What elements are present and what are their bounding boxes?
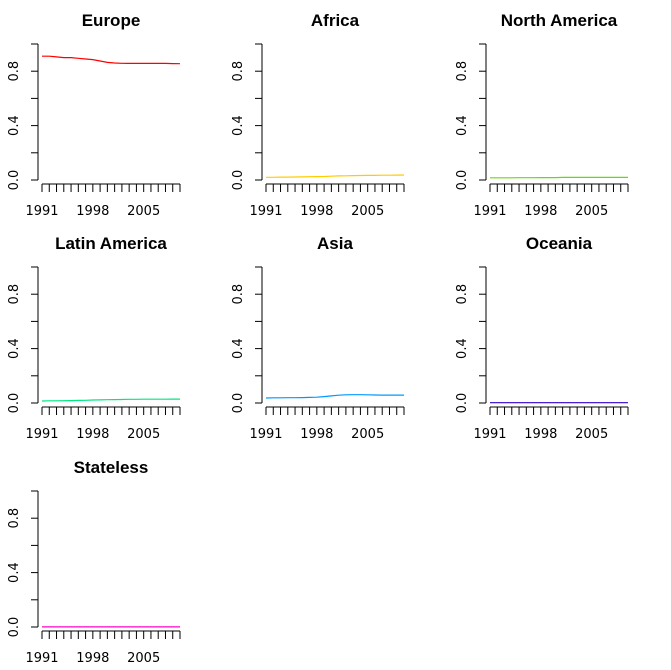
x-tick-label: 1991	[249, 204, 282, 219]
x-tick-label: 1998	[524, 427, 557, 442]
y-tick-label: 0.4	[7, 338, 22, 359]
y-tick-label: 0.0	[231, 170, 246, 191]
y-tick-label: 0.8	[7, 508, 22, 529]
panel-title: Stateless	[74, 458, 149, 477]
y-tick-label: 0.4	[7, 115, 22, 136]
y-tick-label: 0.0	[231, 393, 246, 414]
y-tick-label: 0.8	[455, 61, 470, 82]
x-tick-label: 1991	[473, 204, 506, 219]
panel-title: North America	[501, 11, 618, 30]
x-tick-label: 2005	[351, 204, 384, 219]
x-tick-label: 1998	[524, 204, 557, 219]
x-tick-label: 1991	[25, 204, 58, 219]
y-tick-label: 0.8	[231, 284, 246, 305]
panel-oceania: Oceania 0.0 0.4 0.8 1991 1998 2005	[455, 234, 629, 442]
panel-africa: Africa 0.0 0.4 0.8 1991 1998 2005	[231, 11, 405, 219]
series-line-africa	[266, 174, 405, 178]
panel-north-america: North America 0.0 0.4 0.8 1991 1998 2005	[455, 11, 629, 219]
x-tick-label: 1991	[25, 651, 58, 666]
x-tick-label: 1991	[249, 427, 282, 442]
series-line-latin-america	[41, 398, 180, 402]
y-tick-label: 0.0	[7, 170, 22, 191]
x-tick-label: 1991	[25, 427, 58, 442]
panel-title: Latin America	[55, 234, 167, 253]
x-tick-label: 2005	[575, 427, 608, 442]
x-tick-label: 2005	[127, 651, 160, 666]
panel-title: Oceania	[526, 234, 593, 253]
y-tick-label: 0.8	[455, 284, 470, 305]
y-tick-label: 0.0	[455, 170, 470, 191]
panel-title: Africa	[311, 11, 360, 30]
y-tick-label: 0.0	[7, 393, 22, 414]
x-tick-label: 1998	[76, 204, 109, 219]
y-tick-label: 0.4	[455, 115, 470, 136]
x-tick-label: 2005	[127, 427, 160, 442]
panel-europe: Europe 0.0 0.4 0.8 1991 1998 2005	[7, 11, 181, 219]
panel-latin-america: Latin America 0.0 0.4 0.8 1991 1998 2005	[7, 234, 181, 442]
x-tick-label: 2005	[575, 204, 608, 219]
y-tick-label: 0.8	[7, 284, 22, 305]
x-tick-label: 1991	[473, 427, 506, 442]
x-tick-label: 1998	[76, 651, 109, 666]
x-tick-label: 1998	[76, 427, 109, 442]
panel-asia: Asia 0.0 0.4 0.8 1991 1998 2005	[231, 234, 405, 442]
series-line-europe	[42, 55, 181, 65]
x-tick-label: 1998	[300, 204, 333, 219]
y-tick-label: 0.0	[455, 393, 470, 414]
panel-title: Europe	[82, 11, 141, 30]
y-tick-label: 0.4	[7, 562, 22, 583]
y-tick-label: 0.4	[231, 115, 246, 136]
y-tick-label: 0.8	[7, 61, 22, 82]
y-tick-label: 0.4	[231, 338, 246, 359]
y-tick-label: 0.4	[455, 338, 470, 359]
x-tick-label: 1998	[300, 427, 333, 442]
y-tick-label: 0.0	[7, 617, 22, 638]
panel-title: Asia	[317, 234, 353, 253]
series-line-asia	[265, 394, 404, 399]
panel-stateless: Stateless 0.0 0.4 0.8 1991 1998 2005	[7, 458, 181, 666]
x-tick-label: 2005	[127, 204, 160, 219]
y-tick-label: 0.8	[231, 61, 246, 82]
x-tick-label: 2005	[351, 427, 384, 442]
